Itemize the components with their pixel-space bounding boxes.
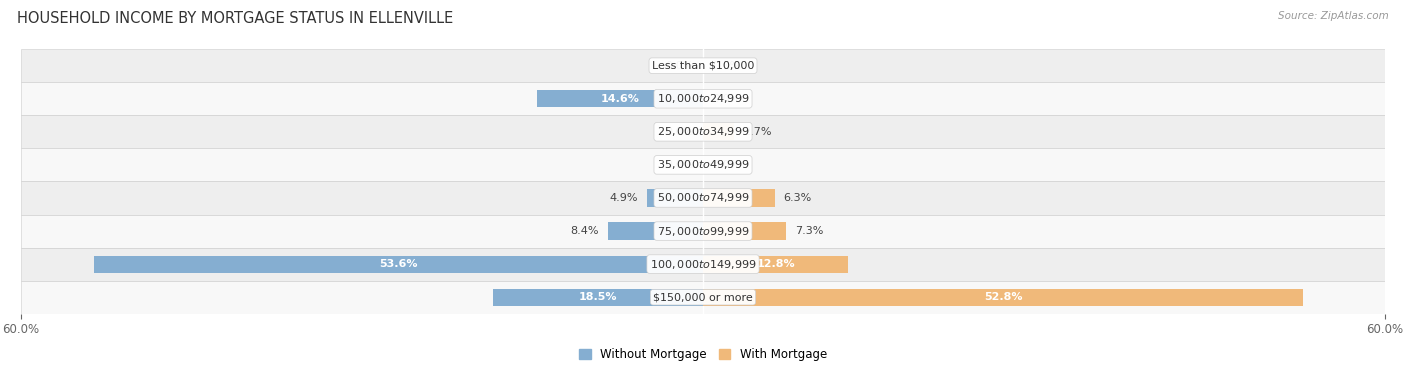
Text: 18.5%: 18.5% — [579, 292, 617, 302]
Text: 7.3%: 7.3% — [794, 226, 824, 236]
Bar — [21, 82, 1385, 115]
Text: 4.9%: 4.9% — [610, 193, 638, 203]
Text: $150,000 or more: $150,000 or more — [654, 292, 752, 302]
Bar — [21, 248, 1385, 280]
Text: $35,000 to $49,999: $35,000 to $49,999 — [657, 158, 749, 171]
Bar — [703, 123, 734, 140]
Text: 0.0%: 0.0% — [665, 61, 695, 71]
Bar — [703, 289, 1303, 306]
Text: 0.0%: 0.0% — [711, 160, 741, 170]
Text: 53.6%: 53.6% — [380, 259, 418, 269]
Bar — [703, 222, 786, 240]
Text: 0.0%: 0.0% — [665, 160, 695, 170]
Text: $25,000 to $34,999: $25,000 to $34,999 — [657, 125, 749, 138]
Bar — [647, 189, 703, 206]
Text: $10,000 to $24,999: $10,000 to $24,999 — [657, 92, 749, 105]
Text: $50,000 to $74,999: $50,000 to $74,999 — [657, 192, 749, 204]
Text: 0.0%: 0.0% — [711, 94, 741, 104]
Bar — [21, 115, 1385, 148]
Text: HOUSEHOLD INCOME BY MORTGAGE STATUS IN ELLENVILLE: HOUSEHOLD INCOME BY MORTGAGE STATUS IN E… — [17, 11, 453, 26]
Bar — [703, 256, 848, 273]
Bar — [607, 222, 703, 240]
Text: 52.8%: 52.8% — [984, 292, 1022, 302]
Bar — [537, 90, 703, 107]
Text: Less than $10,000: Less than $10,000 — [652, 61, 754, 71]
Bar — [703, 189, 775, 206]
Text: $75,000 to $99,999: $75,000 to $99,999 — [657, 225, 749, 237]
Bar — [21, 214, 1385, 248]
Bar — [21, 49, 1385, 82]
Text: 14.6%: 14.6% — [600, 94, 640, 104]
Text: 6.3%: 6.3% — [783, 193, 811, 203]
Text: 2.7%: 2.7% — [742, 127, 772, 137]
Text: 0.0%: 0.0% — [711, 61, 741, 71]
Bar — [492, 289, 703, 306]
Bar — [21, 280, 1385, 314]
Text: Source: ZipAtlas.com: Source: ZipAtlas.com — [1278, 11, 1389, 21]
Bar — [94, 256, 703, 273]
Bar — [21, 148, 1385, 181]
Text: 8.4%: 8.4% — [569, 226, 599, 236]
Bar — [21, 181, 1385, 215]
Text: 12.8%: 12.8% — [756, 259, 794, 269]
Text: $100,000 to $149,999: $100,000 to $149,999 — [650, 258, 756, 271]
Legend: Without Mortgage, With Mortgage: Without Mortgage, With Mortgage — [574, 344, 832, 366]
Text: 0.0%: 0.0% — [665, 127, 695, 137]
